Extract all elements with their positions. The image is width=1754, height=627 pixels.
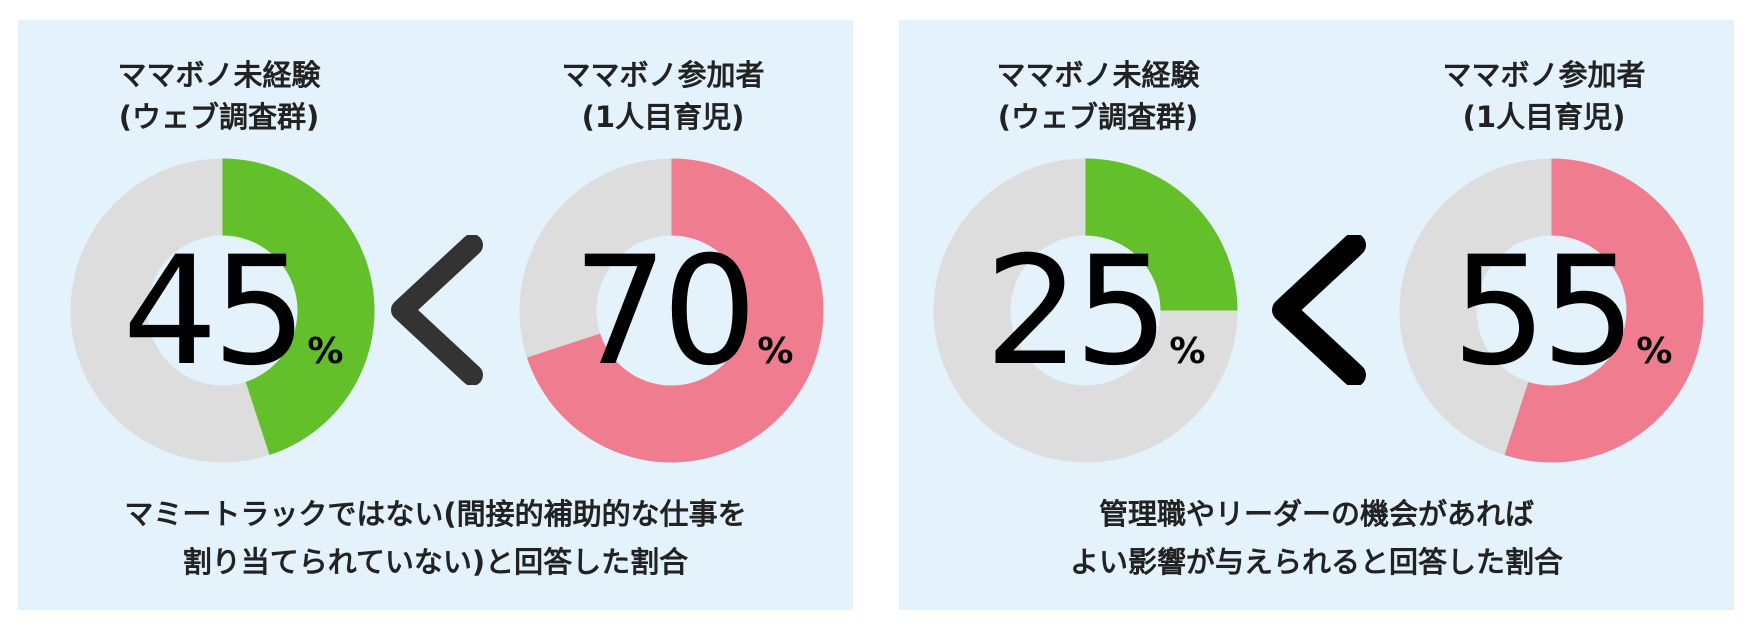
donut-value-slice	[526, 158, 824, 463]
group-label-line1: ママボノ参加者	[1442, 58, 1646, 92]
value-number: 45	[122, 225, 308, 399]
value-unit: %	[757, 331, 794, 372]
group-label-line2: (1人目育児)	[1462, 100, 1626, 134]
value-unit: %	[307, 331, 344, 372]
group-label-unexperienced: ママボノ未経験 (ウェブ調査群)	[933, 54, 1263, 138]
group-label-line1: ママボノ参加者	[561, 58, 765, 92]
comparison-panel-2: ママボノ未経験 (ウェブ調査群) ママボノ参加者 (1人目育児) 25% 55%…	[899, 20, 1734, 610]
value-label-unexperienced: 45%	[93, 232, 373, 392]
group-label-participant: ママボノ参加者 (1人目育児)	[1379, 54, 1709, 138]
donut-remainder-slice	[1399, 158, 1552, 456]
donut-remainder-slice	[933, 158, 1238, 463]
caption: 管理職やリーダーの機会があれば よい影響が与えられると回答した割合	[899, 490, 1734, 586]
group-label-line2: (1人目育児)	[581, 100, 745, 134]
value-unit: %	[1169, 331, 1206, 372]
value-number: 70	[572, 225, 758, 399]
donut-chart-participant	[519, 158, 824, 463]
donut-chart-unexperienced	[933, 158, 1238, 463]
donut-value-slice	[222, 158, 375, 456]
caption-line1: 管理職やリーダーの機会があれば	[1098, 497, 1534, 531]
value-label-participant: 55%	[1422, 232, 1702, 392]
less-than-sign	[1272, 235, 1366, 385]
value-label-participant: 70%	[543, 232, 823, 392]
group-label-line1: ママボノ未経験	[996, 58, 1200, 92]
donut-chart-unexperienced	[70, 158, 375, 463]
donut-remainder-slice	[519, 158, 672, 358]
group-label-line2: (ウェブ調査群)	[118, 100, 320, 134]
donut-value-slice	[1085, 158, 1238, 311]
group-label-line1: ママボノ未経験	[117, 58, 321, 92]
value-label-unexperienced: 25%	[955, 232, 1235, 392]
value-number: 55	[1451, 225, 1637, 399]
value-unit: %	[1636, 331, 1673, 372]
value-number: 25	[984, 225, 1170, 399]
caption-line2: よい影響が与えられると回答した割合	[1069, 545, 1563, 579]
caption-line2: 割り当てられていない)と回答した割合	[182, 545, 689, 579]
caption-line1: マミートラックではない(間接的補助的な仕事を	[124, 497, 747, 531]
less-than-sign	[391, 235, 483, 385]
donut-remainder-slice	[70, 158, 270, 463]
donut-chart-participant	[1399, 158, 1704, 463]
group-label-line2: (ウェブ調査群)	[997, 100, 1199, 134]
group-label-unexperienced: ママボノ未経験 (ウェブ調査群)	[54, 54, 384, 138]
donut-value-slice	[1504, 158, 1704, 463]
group-label-participant: ママボノ参加者 (1人目育児)	[498, 54, 828, 138]
comparison-panel-1: ママボノ未経験 (ウェブ調査群) ママボノ参加者 (1人目育児) 45% 70%…	[18, 20, 853, 610]
caption: マミートラックではない(間接的補助的な仕事を 割り当てられていない)と回答した割…	[18, 490, 853, 586]
